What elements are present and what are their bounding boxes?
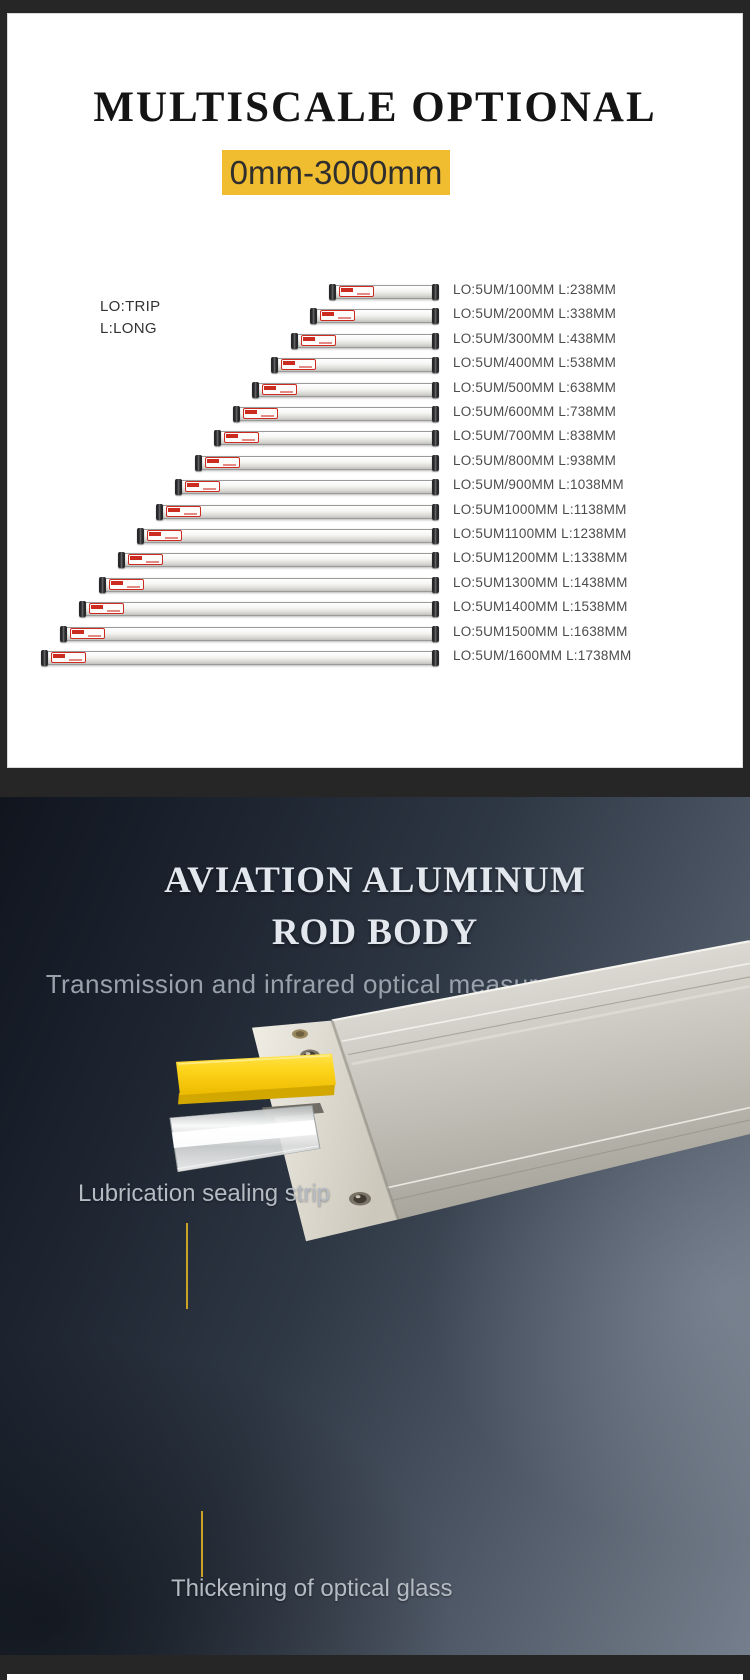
section-title-line2: ROD BODY [271,912,479,953]
legend-line-trip: LO:TRIP [100,298,161,315]
red-label [205,456,240,468]
next-panel-edge [7,1674,743,1680]
page-title: MULTISCALE OPTIONAL [93,84,657,131]
red-label [147,530,182,541]
linear-scale-graphic [79,601,439,618]
scale-label: LO:5UM1500MM L:1638MM [453,623,628,639]
linear-scale-graphic [41,650,439,666]
red-label [262,383,297,395]
scale-label: LO:5UM/700MM L:838MM [453,428,617,444]
scale-label: LO:5UM/1600MM L:1738MM [453,648,632,663]
red-label [281,359,316,371]
red-label [320,310,355,322]
linear-scale-graphic [137,528,439,544]
scale-label: LO:5UM/900MM L:1038MM [453,477,624,493]
linear-scale-graphic [99,576,439,593]
linear-scale-graphic [214,430,439,447]
top-frame: MULTISCALE OPTIONAL 0mm-3000mm LO:TRIP L… [0,0,750,797]
optical-glass-strip [169,1105,321,1173]
range-badge: 0mm-3000mm [222,150,450,195]
scale-label: LO:5UM1300MM L:1438MM [453,574,628,590]
section-title-line1: AVIATION ALUMINUM [164,860,586,901]
sealing-strip-yellow [176,1053,336,1105]
annotation-line-sealing [186,1223,188,1309]
aluminum-profile-photo [169,940,750,1242]
scale-label: LO:5UM1400MM L:1538MM [453,599,628,615]
linear-scale-graphic [291,332,439,349]
scale-label: LO:5UM1000MM L:1138MM [453,501,627,517]
linear-scale-graphic [118,552,439,569]
red-label [243,408,278,419]
scale-label: LO:5UM/400MM L:538MM [453,355,617,371]
aluminum-section: AVIATION ALUMINUM ROD BODY Transmission … [0,797,750,1655]
aluminum-rod-body [331,940,750,1220]
linear-scale-graphic [175,479,439,496]
linear-scale-graphic [60,625,439,642]
annotation-optical-glass: Thickening of optical glass [171,1575,453,1602]
linear-scale-graphic [233,406,439,422]
scale-label: LO:5UM1200MM L:1338MM [453,550,628,566]
red-label [301,334,336,346]
scale-label: LO:5UM/200MM L:338MM [453,306,617,322]
scale-label: LO:5UM/300MM L:438MM [453,330,617,346]
linear-scale-graphic [310,308,439,325]
scale-label: LO:5UM/800MM L:938MM [453,452,617,468]
scale-label: LO:5UM/500MM L:638MM [453,379,617,395]
linear-scale-graphic [156,503,439,520]
annotation-sealing-strip: Lubrication sealing strip [78,1180,331,1207]
scale-label: LO:5UM/100MM L:238MM [453,282,617,297]
scale-label: LO:5UM/600MM L:738MM [453,404,617,419]
multiscale-panel: MULTISCALE OPTIONAL 0mm-3000mm LO:TRIP L… [7,13,743,768]
red-label [109,578,144,590]
section-title: AVIATION ALUMINUM ROD BODY [0,855,750,959]
linear-scale-graphic [195,454,439,471]
red-label [51,652,86,663]
linear-scale-graphic [271,357,439,374]
legend-line-long: L:LONG [100,320,157,337]
red-label [70,627,105,639]
red-label [224,432,259,444]
red-label [185,481,220,493]
scale-diagram: LO:5UM/100MM L:238MM LO:5UM/200MM L:338M… [7,13,743,768]
red-label [128,554,163,566]
red-label [89,603,124,615]
linear-scale-graphic [252,381,439,398]
legend: LO:TRIP L:LONG [100,296,160,340]
annotation-line-glass [201,1511,203,1577]
scale-label: LO:5UM1100MM L:1238MM [453,526,627,541]
red-label [166,505,201,517]
footer-band [0,1655,750,1680]
linear-scale-graphic [329,284,439,300]
red-label [339,286,374,297]
